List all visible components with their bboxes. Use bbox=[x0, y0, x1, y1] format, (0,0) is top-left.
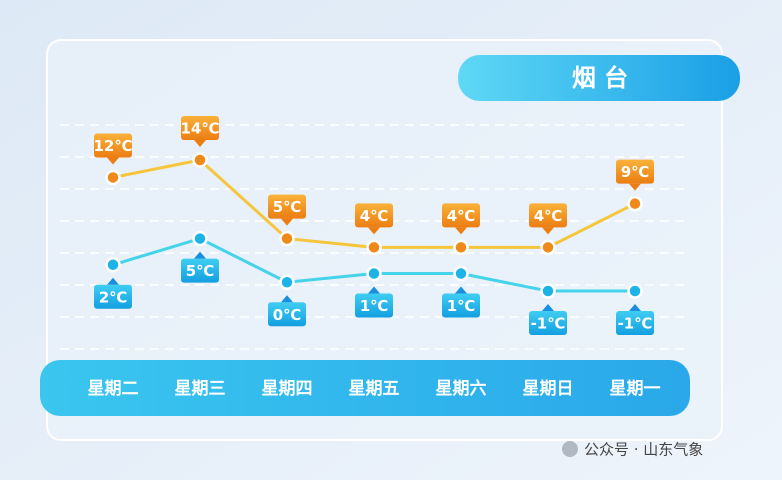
x-tick-label: 星期三 bbox=[175, 379, 226, 399]
label-pointer bbox=[629, 304, 641, 311]
label-box bbox=[181, 116, 219, 140]
label-pointer bbox=[368, 227, 380, 235]
label-box bbox=[442, 293, 480, 318]
data-label: 12℃ bbox=[93, 137, 132, 155]
x-tick-label: 星期日 bbox=[523, 379, 574, 399]
label-pointer bbox=[455, 286, 467, 294]
data-label: 4℃ bbox=[447, 207, 476, 225]
label-pointer bbox=[542, 304, 554, 311]
point bbox=[192, 152, 208, 168]
label-pointer bbox=[194, 140, 206, 147]
label-pointer bbox=[107, 157, 119, 165]
point bbox=[453, 265, 469, 282]
data-label: 4℃ bbox=[360, 207, 389, 225]
label-box bbox=[355, 203, 393, 228]
label-box bbox=[268, 302, 306, 327]
x-tick-label: 星期四 bbox=[262, 379, 313, 399]
x-tick-label: 星期五 bbox=[349, 379, 400, 399]
label-pointer bbox=[107, 277, 119, 285]
data-label: -1℃ bbox=[531, 315, 566, 333]
point bbox=[366, 239, 382, 256]
point bbox=[540, 283, 556, 299]
point bbox=[105, 169, 121, 186]
x-tick-label: 星期六 bbox=[436, 378, 487, 399]
point bbox=[627, 283, 643, 299]
point bbox=[366, 265, 382, 282]
point bbox=[192, 230, 208, 247]
point bbox=[540, 239, 556, 256]
label-pointer bbox=[542, 227, 554, 235]
point bbox=[453, 239, 469, 256]
data-label: 5℃ bbox=[186, 262, 215, 280]
watermark-icon bbox=[562, 441, 578, 457]
label-box bbox=[268, 194, 306, 219]
data-label: 4℃ bbox=[534, 207, 563, 225]
data-label: 5℃ bbox=[273, 198, 302, 216]
label-pointer bbox=[194, 251, 206, 259]
label-pointer bbox=[368, 286, 380, 294]
data-label: -1℃ bbox=[618, 315, 653, 333]
data-label: 9℃ bbox=[621, 163, 650, 181]
label-box bbox=[94, 133, 132, 158]
x-tick-label: 星期二 bbox=[88, 379, 139, 399]
label-box bbox=[355, 293, 393, 318]
category-band bbox=[40, 360, 690, 416]
label-pointer bbox=[281, 218, 293, 226]
data-label: 2℃ bbox=[99, 288, 128, 306]
chart-title: 烟 台 bbox=[572, 64, 628, 92]
point bbox=[279, 274, 295, 291]
point bbox=[627, 195, 643, 212]
label-box bbox=[616, 159, 654, 184]
label-pointer bbox=[281, 295, 293, 303]
title-tab bbox=[458, 55, 740, 101]
label-box bbox=[94, 284, 132, 309]
label-box bbox=[529, 203, 567, 228]
label-pointer bbox=[629, 183, 641, 191]
label-box bbox=[616, 311, 654, 335]
data-label: 1℃ bbox=[360, 297, 389, 315]
data-label: 14℃ bbox=[180, 120, 219, 138]
label-box bbox=[442, 203, 480, 228]
watermark: 公众号 · 山东气象 bbox=[584, 441, 703, 459]
point bbox=[105, 257, 121, 273]
label-box bbox=[181, 258, 219, 283]
label-box bbox=[529, 311, 567, 335]
point bbox=[279, 230, 295, 247]
data-label: 0℃ bbox=[273, 306, 302, 324]
label-pointer bbox=[455, 227, 467, 235]
x-tick-label: 星期一 bbox=[610, 379, 661, 399]
data-label: 1℃ bbox=[447, 297, 476, 315]
